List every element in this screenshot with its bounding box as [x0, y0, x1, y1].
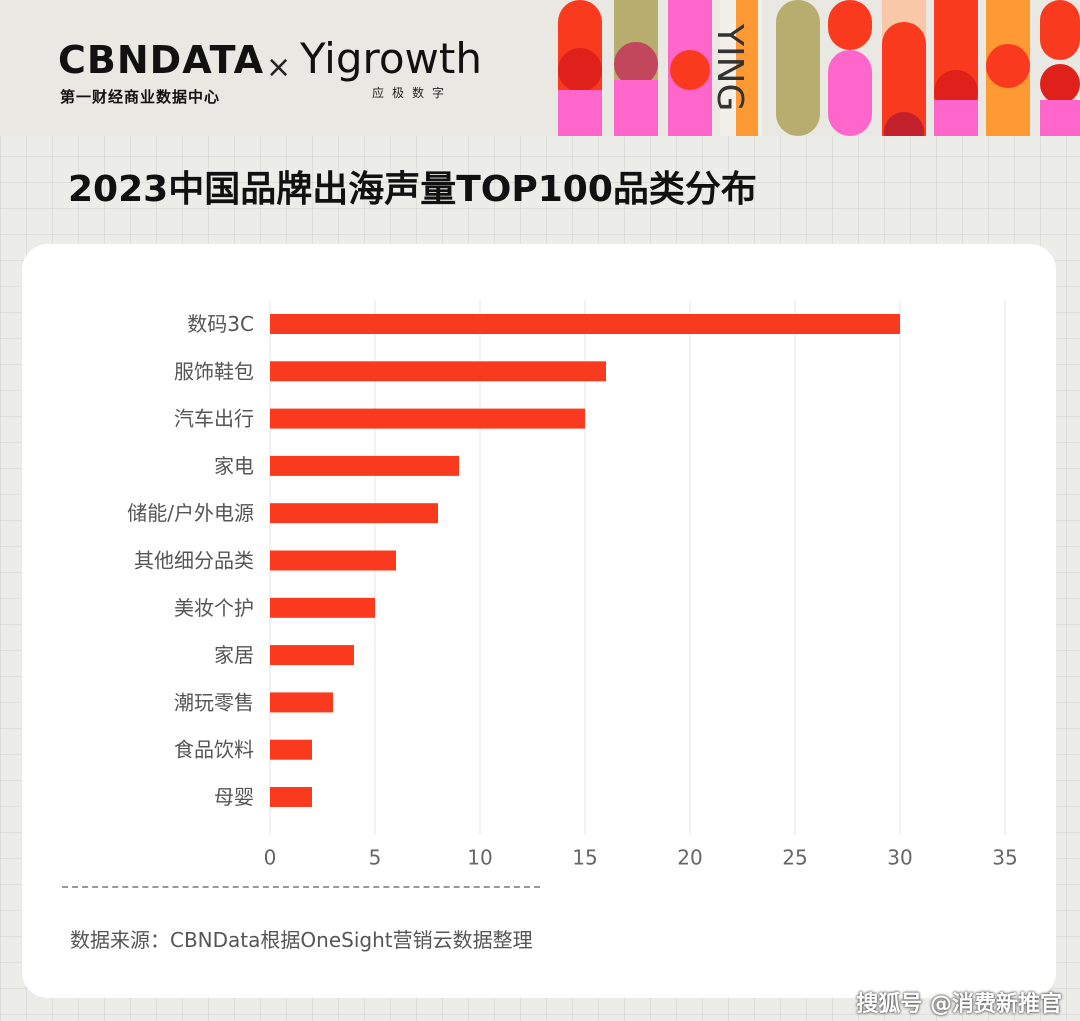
bar: [270, 314, 900, 334]
x-tick-label: 10: [467, 846, 492, 870]
bar: [270, 597, 375, 618]
x-tick-label: 20: [677, 846, 702, 870]
category-label: 潮玩零售: [174, 690, 254, 714]
bar-chart: 0 5 10 15 20 25 30 35 数码3C 服饰鞋包汽车出行家电储能/户外电源其他细分品…: [127, 300, 1018, 870]
bar: [270, 550, 396, 571]
category-label: 家居: [214, 643, 254, 667]
category-label: 家电: [214, 454, 254, 478]
bar: [270, 455, 459, 476]
category-label: 汽车出行: [174, 407, 254, 431]
category-label: 数码3C: [187, 312, 254, 336]
source-divider: [62, 886, 540, 888]
category-label: 食品饮料: [174, 738, 254, 762]
bar: [270, 739, 312, 760]
header-banner: CBNDATA 第一财经商业数据中心 × Yigrowth 应极数字 YING: [0, 0, 1080, 136]
chart-title: 2023中国品牌出海声量TOP100品类分布: [68, 169, 757, 210]
decorative-pattern: YING: [558, 0, 1080, 136]
bar: [270, 787, 312, 807]
category-label: 其他细分品类: [134, 549, 254, 573]
chart-card: 0 5 10 15 20 25 30 35 数码3C 服饰鞋包汽车出行家电储能/户外电源其他细分品…: [22, 244, 1056, 998]
x-tick-label: 30: [887, 846, 912, 870]
x-tick-label: 25: [782, 846, 807, 870]
bar: [270, 645, 354, 666]
bar: [270, 503, 438, 524]
yigrowth-logo: Yigrowth: [300, 34, 482, 83]
x-tick-label: 35: [992, 846, 1017, 870]
deco-text: YING: [709, 23, 750, 111]
collaboration-x: ×: [266, 50, 292, 85]
category-label: 服饰鞋包: [174, 359, 254, 383]
category-label: 美妆个护: [174, 596, 254, 620]
x-tick-label: 5: [369, 846, 382, 870]
category-label: 储能/户外电源: [127, 501, 254, 525]
category-label: 母婴: [214, 785, 254, 809]
cbndata-logo-subtitle: 第一财经商业数据中心: [60, 88, 221, 106]
x-tick-label: 15: [572, 846, 597, 870]
cbndata-logo: CBNDATA: [58, 38, 265, 82]
yigrowth-logo-subtitle: 应极数字: [372, 86, 453, 100]
sohu-watermark: 搜狐号 @消费新推官: [856, 992, 1062, 1017]
bar: [270, 408, 585, 429]
data-source: 数据来源：CBNData根据OneSight营销云数据整理: [70, 928, 533, 952]
bar: [270, 692, 333, 713]
bar: [270, 361, 606, 382]
x-tick-label: 0: [264, 846, 277, 870]
